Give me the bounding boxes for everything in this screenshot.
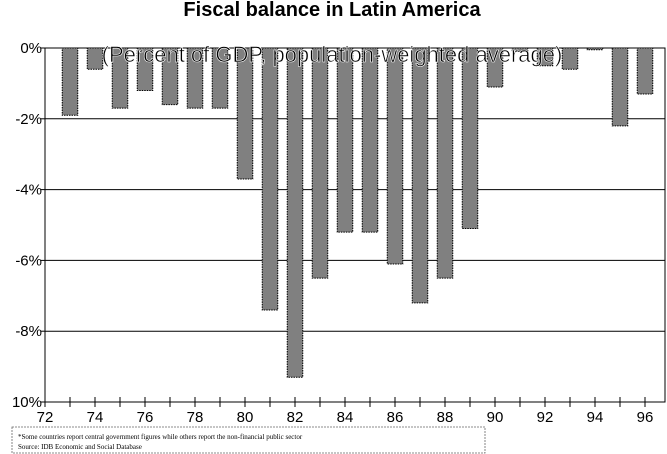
bar — [461, 47, 479, 230]
x-tick-label: 76 — [137, 409, 154, 426]
bar — [536, 47, 554, 67]
bar — [261, 47, 279, 311]
bar — [336, 47, 354, 233]
bar — [586, 47, 604, 51]
y-tick-label: -2% — [15, 111, 42, 128]
chart-title: Fiscal balance in Latin America — [183, 0, 481, 21]
y-tick-label: 10% — [12, 394, 42, 411]
bar — [386, 47, 404, 265]
bar — [561, 47, 579, 70]
bar — [86, 47, 104, 70]
x-tick-label: 80 — [237, 409, 254, 426]
axes — [41, 47, 665, 407]
x-tick-labels: 72 74 76 78 80 82 84 86 88 90 92 94 96 — [37, 409, 654, 426]
bar — [111, 47, 129, 109]
x-tick-label: 88 — [437, 409, 454, 426]
bar — [236, 47, 254, 180]
x-tick-label: 78 — [187, 409, 204, 426]
source-text: Source: IDB Economic and Social Database — [18, 443, 142, 451]
plot-frame — [44, 47, 666, 403]
bar — [436, 47, 454, 279]
bar — [286, 47, 304, 378]
x-tick-label: 74 — [87, 409, 104, 426]
bar — [511, 47, 529, 53]
x-tick-label: 82 — [287, 409, 304, 426]
x-tick-label: 96 — [637, 409, 654, 426]
bar — [211, 47, 229, 109]
footnote-box — [11, 426, 486, 454]
bar — [361, 47, 379, 233]
x-tick-label: 92 — [537, 409, 554, 426]
y-tick-label: -8% — [15, 323, 42, 340]
footnote-text: *Some countries report central governmen… — [18, 433, 303, 441]
y-tick-labels: 0% -2% -4% -6% -8% 10% — [12, 40, 42, 411]
x-tick-label: 94 — [587, 409, 604, 426]
bar — [136, 47, 154, 91]
y-tick-label: 0% — [20, 40, 42, 57]
bar — [161, 47, 179, 106]
bar — [61, 47, 79, 116]
gridlines — [45, 118, 665, 332]
bar — [636, 47, 654, 95]
bar — [411, 47, 429, 304]
x-tick-label: 90 — [487, 409, 504, 426]
chart-subtitle: (Percent of GDP, population-weighted ave… — [102, 42, 563, 67]
x-tick-label: 72 — [37, 409, 54, 426]
x-tick-label: 86 — [387, 409, 404, 426]
bar — [611, 47, 629, 127]
y-tick-label: -4% — [15, 182, 42, 199]
bars — [61, 47, 654, 378]
x-tick-label: 84 — [337, 409, 354, 426]
bar — [486, 47, 504, 88]
bar — [186, 47, 204, 109]
bar — [311, 47, 329, 279]
y-tick-label: -6% — [15, 252, 42, 269]
